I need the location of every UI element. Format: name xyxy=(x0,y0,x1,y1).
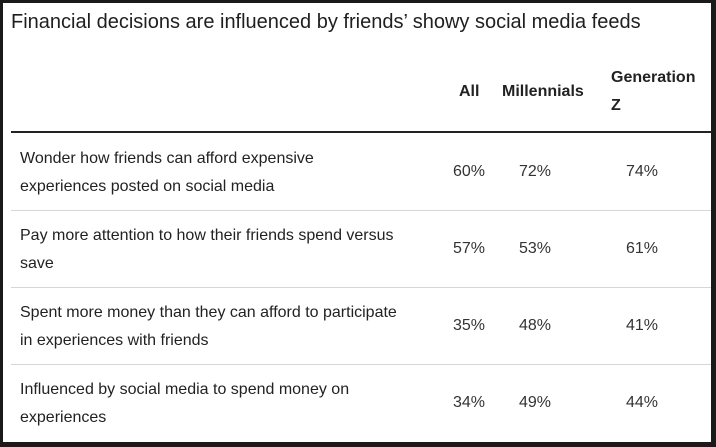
value-all: 35% xyxy=(453,317,486,334)
column-header-all: All xyxy=(459,83,480,100)
table-row: Pay more attention to how their friends … xyxy=(11,211,711,288)
value-millennials: 72% xyxy=(519,163,552,180)
row-label: Influenced by social media to spend mone… xyxy=(20,381,350,426)
value-generation-z: 74% xyxy=(626,163,659,180)
value-generation-z: 61% xyxy=(626,240,659,257)
value-generation-z: 41% xyxy=(626,317,659,334)
header-divider xyxy=(11,131,711,133)
chart-title: Financial decisions are influenced by fr… xyxy=(11,11,641,33)
column-header-generation-z: Generation Z xyxy=(611,69,696,114)
value-generation-z: 44% xyxy=(626,394,659,411)
row-label: Pay more attention to how their friends … xyxy=(20,227,394,272)
value-all: 60% xyxy=(453,163,486,180)
value-millennials: 49% xyxy=(519,394,552,411)
value-all: 34% xyxy=(453,394,486,411)
value-millennials: 53% xyxy=(519,240,552,257)
column-header-millennials: Millennials xyxy=(502,83,584,100)
value-millennials: 48% xyxy=(519,317,552,334)
table-row: Spent more money than they can afford to… xyxy=(11,288,711,365)
value-all: 57% xyxy=(453,240,486,257)
row-label: Wonder how friends can afford expensive … xyxy=(20,150,314,195)
table-row: Wonder how friends can afford expensive … xyxy=(11,134,711,211)
table-card: Financial decisions are influenced by fr… xyxy=(3,3,711,442)
table-row: Influenced by social media to spend mone… xyxy=(11,365,711,441)
row-label: Spent more money than they can afford to… xyxy=(20,304,397,349)
